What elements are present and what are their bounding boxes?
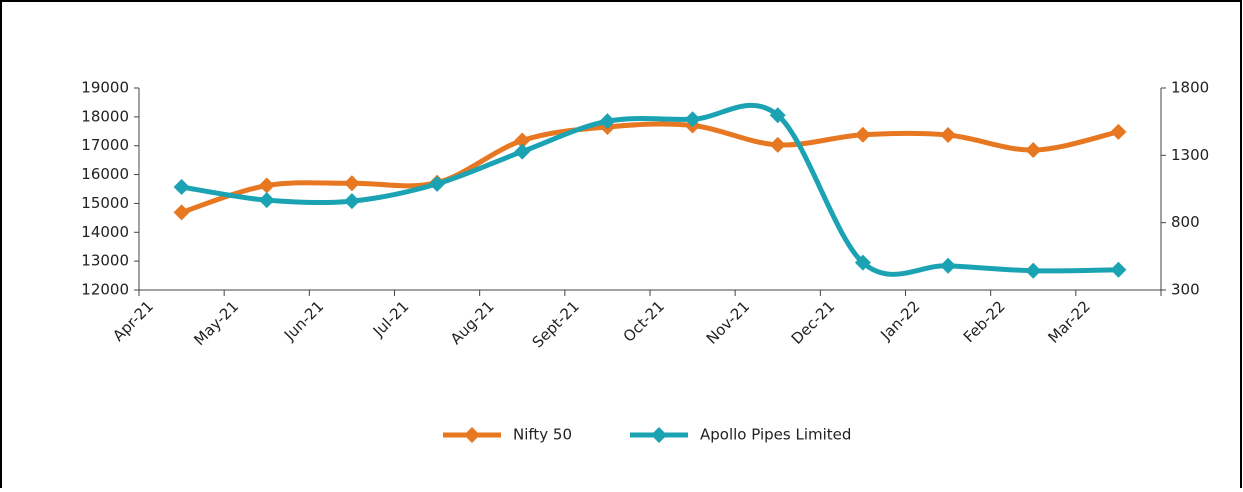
series-line bbox=[181, 102, 1119, 277]
marker bbox=[599, 113, 616, 130]
marker bbox=[769, 136, 786, 153]
y-tick-label: 16000 bbox=[81, 165, 129, 183]
x-tick-label: Feb-22 bbox=[960, 297, 1009, 346]
marker bbox=[343, 175, 360, 192]
x-tick-label: Sept-21 bbox=[529, 297, 583, 351]
marker bbox=[173, 204, 190, 221]
legend-marker bbox=[464, 427, 480, 443]
y-tick-label: 19000 bbox=[81, 79, 129, 97]
marker bbox=[258, 177, 275, 194]
y2-tick-label: 300 bbox=[1171, 281, 1200, 299]
marker bbox=[1025, 142, 1042, 159]
marker bbox=[684, 111, 701, 128]
series-line bbox=[180, 121, 1119, 215]
marker bbox=[1110, 123, 1127, 140]
legend-label: Nifty 50 bbox=[513, 426, 572, 444]
x-tick-label: Nov-21 bbox=[703, 297, 753, 347]
marker bbox=[514, 143, 531, 160]
y-tick-label: 13000 bbox=[81, 252, 129, 270]
x-tick-label: Aug-21 bbox=[447, 297, 498, 348]
y-tick-label: 15000 bbox=[81, 194, 129, 212]
marker bbox=[940, 257, 957, 274]
y-tick-label: 17000 bbox=[81, 136, 129, 154]
x-tick-label: Jul-21 bbox=[369, 297, 413, 341]
x-tick-label: Jun-21 bbox=[280, 297, 327, 344]
x-tick-label: Mar-22 bbox=[1044, 297, 1093, 346]
legend-marker bbox=[651, 427, 667, 443]
marker bbox=[1110, 261, 1127, 278]
y-tick-label: 14000 bbox=[81, 223, 129, 241]
marker bbox=[343, 193, 360, 210]
legend-label: Apollo Pipes Limited bbox=[700, 426, 851, 444]
y2-tick-label: 1300 bbox=[1171, 146, 1209, 164]
marker bbox=[769, 107, 786, 124]
marker bbox=[854, 254, 871, 271]
x-tick-label: Apr-21 bbox=[109, 297, 157, 345]
x-tick-label: May-21 bbox=[190, 297, 242, 349]
y2-tick-label: 1800 bbox=[1171, 79, 1209, 97]
x-tick-label: Jan-22 bbox=[876, 297, 923, 344]
x-tick-label: Oct-21 bbox=[620, 297, 668, 345]
marker bbox=[940, 127, 957, 144]
y2-tick-label: 800 bbox=[1171, 213, 1200, 231]
marker bbox=[258, 192, 275, 209]
marker bbox=[173, 178, 190, 195]
marker bbox=[1025, 262, 1042, 279]
x-tick-label: Dec-21 bbox=[788, 297, 839, 348]
y-tick-label: 18000 bbox=[81, 107, 129, 125]
marker bbox=[429, 175, 446, 192]
marker bbox=[514, 132, 531, 149]
marker bbox=[854, 126, 871, 143]
y-tick-label: 12000 bbox=[81, 281, 129, 299]
